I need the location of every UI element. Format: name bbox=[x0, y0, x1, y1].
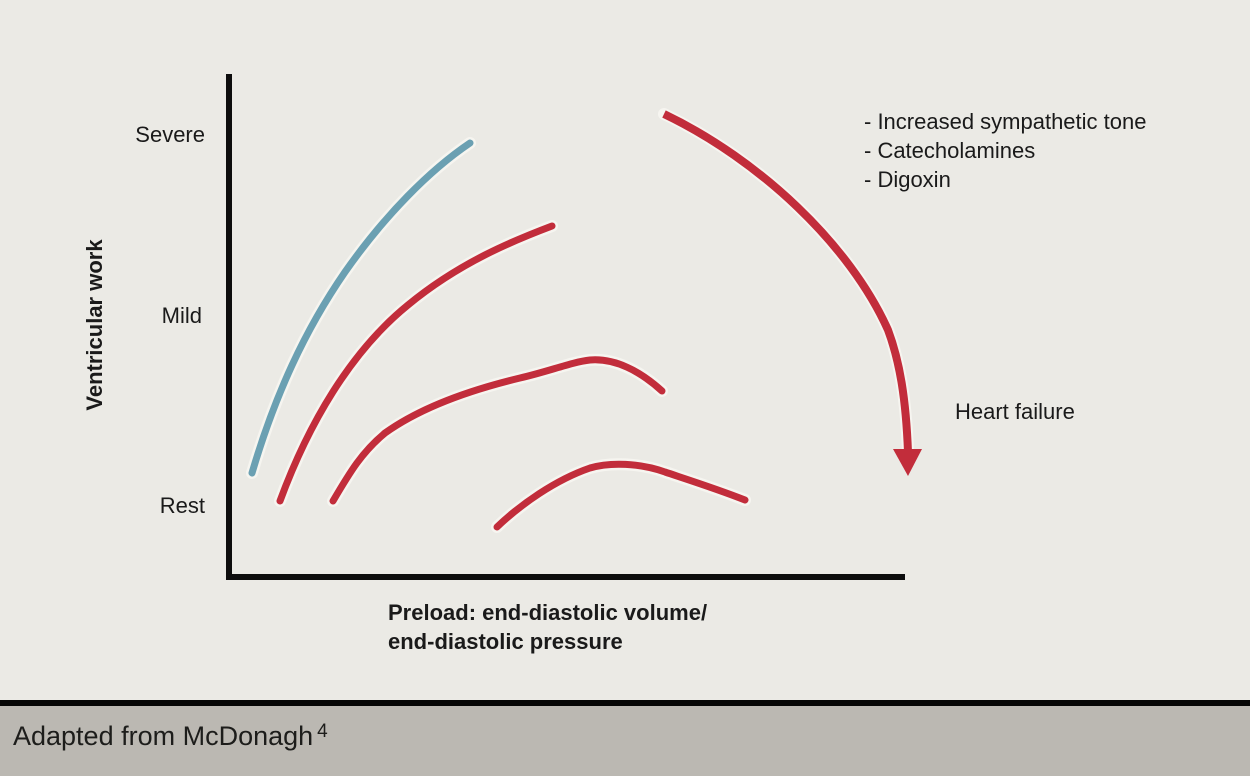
y-tick-severe: Severe bbox=[135, 122, 205, 147]
footer-divider-line bbox=[0, 700, 1250, 706]
curve-increased-contractility bbox=[248, 139, 474, 477]
heart-failure-annotation: Heart failure bbox=[955, 399, 1075, 424]
annotation-increased-sympathetic-tone: - Increased sympathetic tone bbox=[864, 109, 1147, 134]
x-axis-title: Preload: end-diastolic volume/ end-diast… bbox=[388, 598, 707, 656]
decompensation-arrow-stem bbox=[662, 110, 912, 453]
annotation-catecholamines: - Catecholamines bbox=[864, 138, 1036, 163]
x-axis-title-line1: Preload: end-diastolic volume/ bbox=[388, 600, 708, 625]
curve-severe-heart-failure bbox=[493, 460, 749, 531]
attribution-reference-number: 4 bbox=[317, 721, 328, 742]
footer-attribution-bar: Adapted from McDonagh 4 bbox=[0, 706, 1250, 776]
y-tick-mild: Mild bbox=[161, 303, 202, 328]
curve-mild-heart-failure bbox=[329, 356, 666, 505]
curve-halo bbox=[274, 220, 558, 507]
x-axis-title-line2: end-diastolic pressure bbox=[388, 629, 623, 654]
annotation-digoxin: - Digoxin bbox=[864, 167, 951, 192]
inotropy-annotation-list: - Increased sympathetic tone - Catechola… bbox=[864, 107, 1146, 194]
y-tick-rest: Rest bbox=[159, 493, 205, 518]
y-axis-title: Ventricular work bbox=[82, 239, 107, 411]
curve-halo bbox=[246, 137, 476, 479]
decompensation-arrowhead-icon bbox=[893, 449, 922, 476]
curve-normal-heart bbox=[276, 222, 556, 505]
attribution-main: Adapted from McDonagh bbox=[13, 721, 314, 751]
attribution-text: Adapted from McDonagh 4 bbox=[13, 714, 328, 754]
